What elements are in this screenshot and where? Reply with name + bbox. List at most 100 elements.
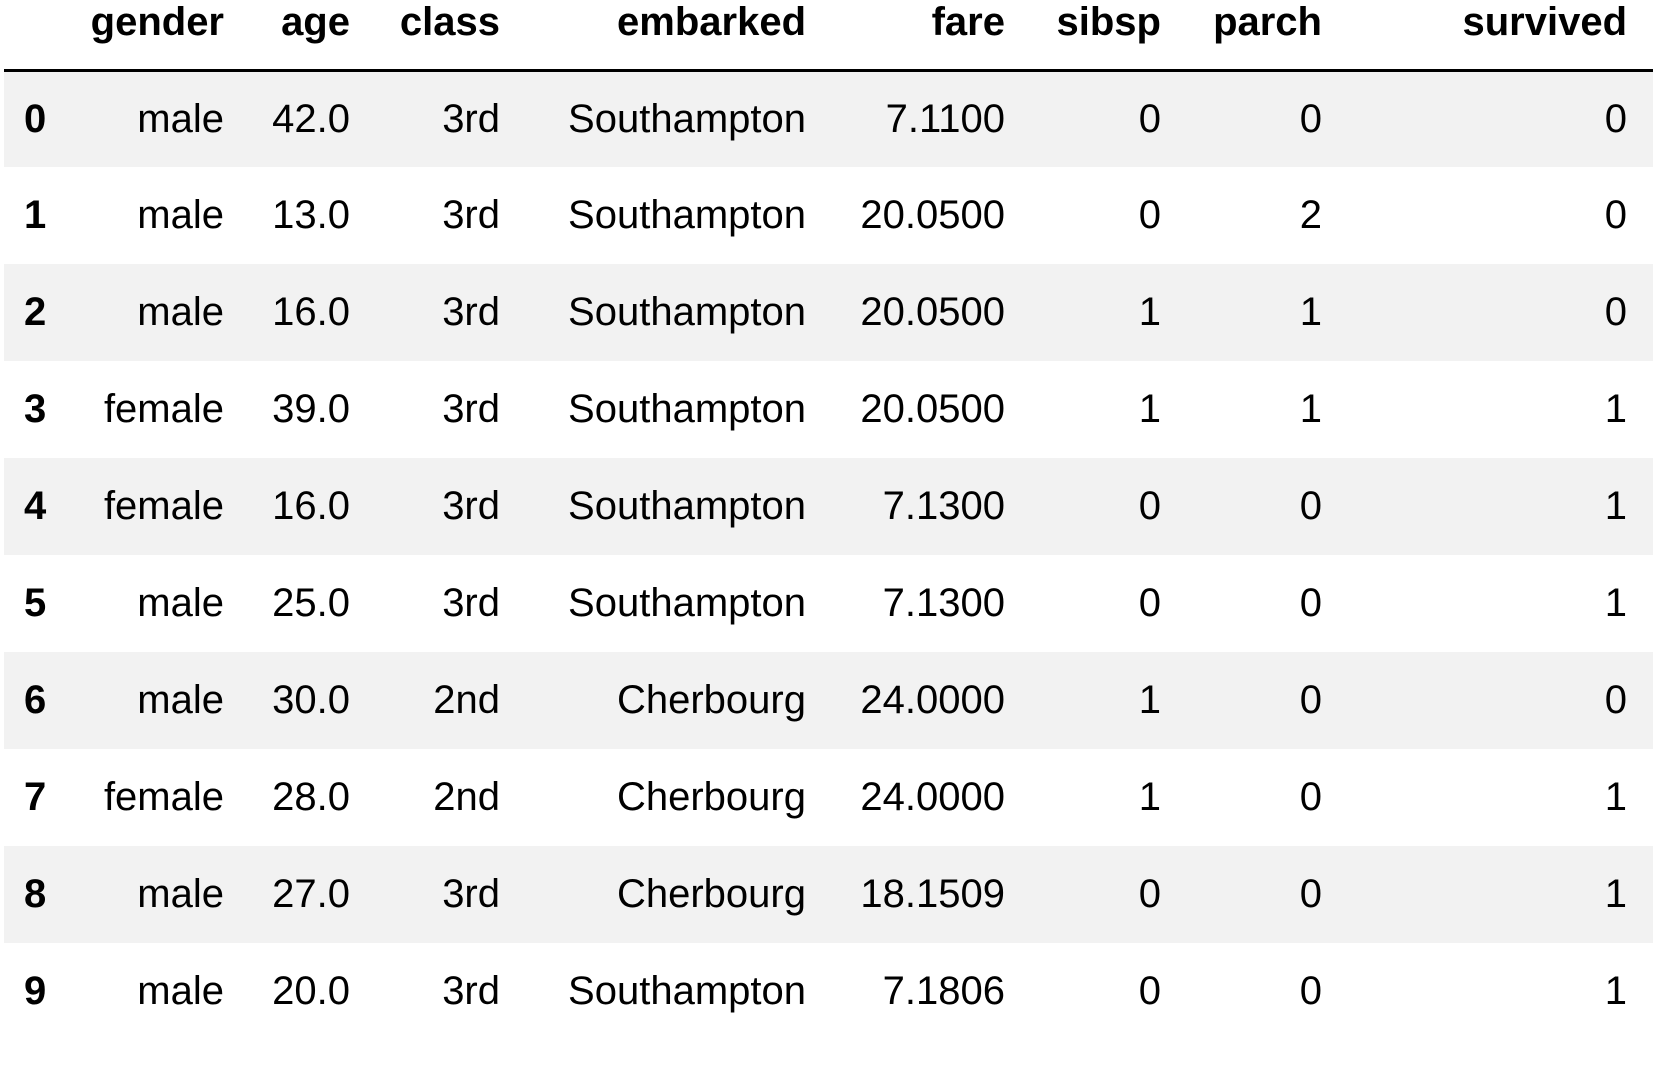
- cell-class: 3rd: [442, 193, 500, 237]
- cell-class: 2nd: [433, 775, 500, 819]
- cell-class: 3rd: [442, 290, 500, 334]
- column-header-embarked: embarked: [526, 0, 832, 72]
- cell-sibsp: 0: [1138, 969, 1161, 1013]
- table-row: 2 male 16.0 3rd Southampton 20.0500 1 1 0: [4, 264, 1653, 361]
- cell-survived: 1: [1604, 969, 1627, 1013]
- cell-parch: 1: [1299, 387, 1322, 431]
- cell-gender: male: [137, 678, 224, 722]
- cell-age: 27.0: [272, 872, 350, 916]
- cell-class: 3rd: [442, 969, 500, 1013]
- cell-fare: 7.1806: [882, 969, 1005, 1013]
- table-row: 3 female 39.0 3rd Southampton 20.0500 1 1 1: [4, 361, 1653, 458]
- cell-class: 3rd: [442, 96, 500, 141]
- cell-parch: 0: [1299, 678, 1322, 722]
- cell-survived: 1: [1604, 872, 1627, 916]
- cell-fare: 7.1100: [885, 96, 1005, 141]
- cell-age: 39.0: [272, 387, 350, 431]
- cell-fare: 20.0500: [860, 387, 1005, 431]
- cell-sibsp: 0: [1138, 581, 1161, 625]
- cell-sibsp: 0: [1138, 872, 1161, 916]
- row-index: 7: [24, 775, 47, 819]
- cell-survived: 0: [1604, 290, 1627, 334]
- cell-sibsp: 1: [1138, 387, 1161, 431]
- table-header: gender age class embarked fare sibsp par…: [4, 0, 1653, 72]
- row-index: 2: [24, 290, 47, 334]
- cell-fare: 18.1509: [860, 872, 1005, 916]
- cell-parch: 0: [1299, 581, 1322, 625]
- cell-survived: 1: [1604, 387, 1627, 431]
- cell-class: 3rd: [442, 872, 500, 916]
- cell-age: 30.0: [272, 678, 350, 722]
- cell-gender: female: [103, 775, 224, 819]
- cell-gender: male: [137, 290, 224, 334]
- cell-gender: female: [103, 484, 224, 528]
- cell-sibsp: 1: [1138, 290, 1161, 334]
- row-index: 8: [24, 872, 47, 916]
- column-header-age: age: [250, 0, 376, 72]
- table-row: 4 female 16.0 3rd Southampton 7.1300 0 0 1: [4, 458, 1653, 555]
- cell-embarked: Southampton: [568, 969, 806, 1013]
- cell-embarked: Cherbourg: [616, 678, 806, 722]
- column-header-class: class: [376, 0, 526, 72]
- cell-sibsp: 1: [1138, 678, 1161, 722]
- table-row: 5 male 25.0 3rd Southampton 7.1300 0 0 1: [4, 555, 1653, 652]
- cell-class: 3rd: [442, 387, 500, 431]
- cell-embarked: Southampton: [568, 581, 806, 625]
- cell-age: 28.0: [272, 775, 350, 819]
- cell-age: 16.0: [272, 290, 350, 334]
- table-body: 0 male 42.0 3rd Southampton 7.1100 0 0 0 1 male 13.…: [4, 70, 1653, 1040]
- cell-age: 16.0: [272, 484, 350, 528]
- cell-embarked: Southampton: [568, 387, 806, 431]
- cell-parch: 0: [1299, 872, 1322, 916]
- cell-parch: 0: [1299, 96, 1322, 141]
- cell-class: 3rd: [442, 484, 500, 528]
- cell-embarked: Southampton: [568, 484, 806, 528]
- cell-gender: male: [137, 969, 224, 1013]
- dataframe-table: gender age class embarked fare sibsp par…: [4, 0, 1653, 1040]
- cell-embarked: Southampton: [568, 96, 806, 141]
- cell-fare: 7.1300: [882, 484, 1005, 528]
- cell-fare: 24.0000: [860, 775, 1005, 819]
- header-row: gender age class embarked fare sibsp par…: [4, 0, 1653, 72]
- cell-survived: 1: [1604, 775, 1627, 819]
- cell-parch: 2: [1299, 193, 1322, 237]
- row-index: 4: [24, 484, 47, 528]
- cell-sibsp: 0: [1138, 484, 1161, 528]
- cell-fare: 20.0500: [860, 193, 1005, 237]
- cell-survived: 0: [1604, 96, 1627, 141]
- cell-age: 20.0: [272, 969, 350, 1013]
- cell-age: 13.0: [272, 193, 350, 237]
- row-index: 5: [24, 581, 47, 625]
- cell-gender: male: [137, 581, 224, 625]
- cell-embarked: Southampton: [568, 193, 806, 237]
- cell-age: 25.0: [272, 581, 350, 625]
- table-row: 8 male 27.0 3rd Cherbourg 18.1509 0 0 1: [4, 846, 1653, 943]
- cell-parch: 0: [1299, 484, 1322, 528]
- cell-gender: female: [103, 387, 224, 431]
- cell-sibsp: 0: [1138, 193, 1161, 237]
- cell-fare: 24.0000: [860, 678, 1005, 722]
- row-index: 1: [24, 193, 47, 237]
- cell-embarked: Cherbourg: [616, 872, 806, 916]
- cell-class: 3rd: [442, 581, 500, 625]
- cell-survived: 1: [1604, 581, 1627, 625]
- row-index: 3: [24, 387, 47, 431]
- column-header-gender: gender: [88, 0, 250, 72]
- cell-gender: male: [137, 193, 224, 237]
- cell-parch: 1: [1299, 290, 1322, 334]
- row-index: 9: [24, 969, 47, 1013]
- cell-parch: 0: [1299, 775, 1322, 819]
- cell-survived: 0: [1604, 193, 1627, 237]
- cell-parch: 0: [1299, 969, 1322, 1013]
- table-row: 1 male 13.0 3rd Southampton 20.0500 0 2 0: [4, 167, 1653, 264]
- column-header-survived: survived: [1348, 0, 1653, 72]
- column-header-sibsp: sibsp: [1031, 0, 1187, 72]
- table-row: 9 male 20.0 3rd Southampton 7.1806 0 0 1: [4, 943, 1653, 1040]
- row-index: 0: [24, 96, 47, 141]
- cell-fare: 20.0500: [860, 290, 1005, 334]
- column-header-parch: parch: [1187, 0, 1348, 72]
- cell-sibsp: 1: [1138, 775, 1161, 819]
- row-index: 6: [24, 678, 47, 722]
- index-header: [4, 0, 88, 72]
